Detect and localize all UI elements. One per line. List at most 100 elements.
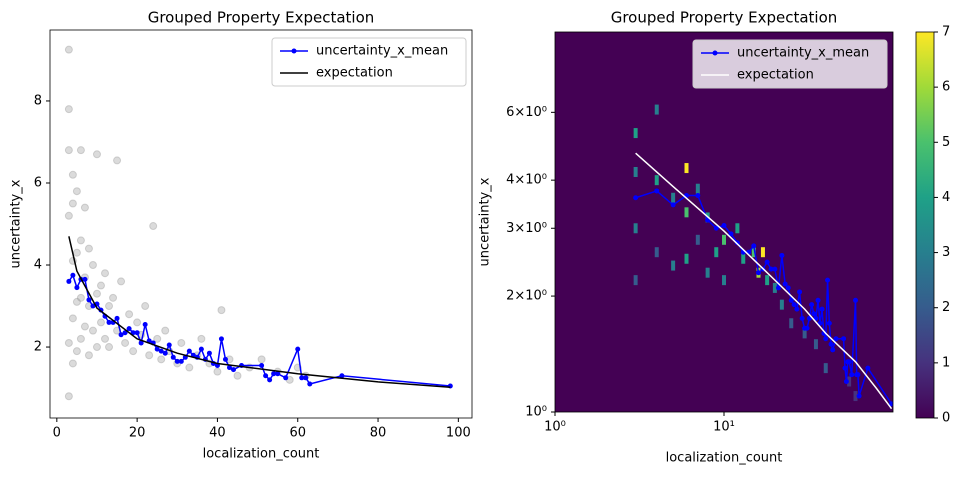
series-marker (275, 371, 281, 377)
scatter-point (72, 187, 81, 196)
x-axis-label: localization_count (666, 451, 783, 466)
series-marker (106, 319, 112, 325)
series-marker (170, 354, 176, 360)
x-axis-label: localization_count (203, 447, 320, 462)
legend-label: uncertainty_x_mean (316, 44, 448, 59)
y-tick-label: 10⁰ (525, 405, 547, 420)
series-marker (126, 326, 132, 332)
series-marker (230, 367, 236, 373)
series-marker (263, 373, 269, 379)
scatter-point (101, 334, 110, 343)
scatter-point (92, 343, 101, 352)
series-marker (828, 341, 834, 347)
y-tick-label: 6 (34, 175, 42, 190)
scatter-point (72, 248, 81, 257)
heatmap-cell (847, 376, 852, 387)
legend-label: expectation (737, 68, 814, 83)
series-marker (785, 285, 791, 291)
series-marker (842, 365, 848, 371)
scatter-point (185, 363, 194, 372)
series-marker (86, 297, 92, 303)
series-marker (830, 347, 836, 353)
scatter-point (92, 150, 101, 159)
colorbar-tick-label: 4 (942, 190, 950, 205)
series-marker (849, 372, 855, 378)
scatter-point (96, 281, 105, 290)
series-marker (307, 381, 313, 387)
series-marker (775, 285, 781, 291)
scatter-point (105, 302, 114, 311)
scatter-point (88, 326, 97, 335)
scatter-point (153, 334, 162, 343)
heatmap-cell (714, 247, 719, 258)
colorbar-tick-label: 2 (942, 300, 950, 315)
scatter-point (76, 236, 85, 245)
chart-title: Grouped Property Expectation (611, 9, 838, 27)
heatmap-cell (760, 247, 765, 258)
series-marker (825, 277, 831, 283)
series-marker (82, 276, 88, 282)
heatmap-background (555, 32, 893, 412)
series-marker (226, 365, 232, 371)
x-tick-label: 60 (289, 426, 306, 441)
scatter-point (213, 367, 222, 376)
scatter-point (64, 211, 73, 220)
colorbar-tick-label: 7 (942, 25, 950, 40)
series-marker (865, 365, 871, 371)
series-marker (66, 278, 72, 284)
plot-area (555, 32, 893, 412)
series-marker (853, 297, 859, 303)
series-marker (271, 371, 277, 377)
series-marker (303, 375, 309, 381)
scatter-point (64, 146, 73, 155)
scatter-point (64, 392, 73, 401)
series-marker (74, 285, 80, 291)
scatter-point (80, 203, 89, 212)
scatter-point (88, 261, 97, 270)
scatter-point (68, 359, 77, 368)
series-marker (198, 346, 204, 352)
scatter-point (133, 318, 142, 327)
series-marker (283, 375, 289, 381)
heatmap-cell (633, 128, 638, 139)
heatmap-cell (779, 299, 784, 310)
heatmap-cell (654, 104, 659, 115)
series-marker (794, 306, 800, 312)
heatmap-cell (654, 247, 659, 258)
heatmap-cell (671, 260, 676, 271)
colorbar-tick-label: 6 (942, 80, 950, 95)
series-marker (843, 379, 849, 385)
heatmap-cell (802, 328, 807, 339)
scatter-point (157, 355, 166, 364)
series-marker (751, 243, 757, 249)
colorbar (915, 31, 935, 419)
y-axis-label: uncertainty_x (478, 177, 493, 266)
heatmap-cell (751, 247, 756, 258)
scatter-point (76, 334, 85, 343)
series-marker (186, 348, 192, 354)
series-marker (138, 340, 144, 346)
series-marker (218, 336, 224, 342)
scatter-point (129, 347, 138, 356)
legend-box (271, 37, 467, 87)
series-marker (721, 222, 727, 228)
series-marker (222, 356, 228, 362)
series-line (68, 236, 451, 388)
scatter-point (76, 293, 85, 302)
scatter-point (217, 306, 226, 315)
series-marker (815, 297, 821, 303)
heatmap-cell (633, 166, 638, 177)
heatmap-cell (633, 275, 638, 286)
scatter-point (145, 351, 154, 360)
series-marker (809, 302, 815, 308)
heatmap-cell (765, 275, 770, 286)
scatter-point (177, 338, 186, 347)
heatmap-cell (684, 207, 689, 218)
scatter-point (84, 351, 93, 360)
series-marker (295, 346, 301, 352)
series-marker (178, 358, 184, 364)
series-marker (339, 373, 345, 379)
series-marker (788, 297, 794, 303)
series-marker (70, 272, 76, 278)
series-marker (768, 266, 774, 272)
